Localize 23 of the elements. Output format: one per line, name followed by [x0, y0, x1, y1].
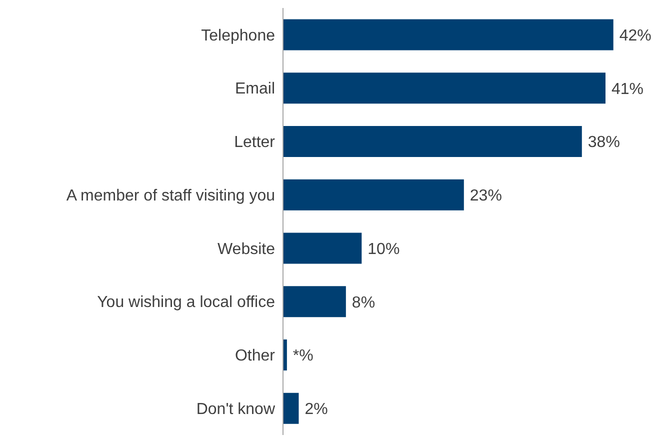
- bar: [283, 126, 582, 157]
- data-label: *%: [292, 348, 314, 365]
- y-tick-label: Website: [217, 240, 276, 258]
- bar: [283, 232, 362, 264]
- data-label: 38%: [588, 134, 620, 152]
- y-tick-label: Don't know: [196, 400, 276, 418]
- bar: [283, 19, 614, 50]
- y-tick-label: Letter: [234, 134, 276, 152]
- bar: [283, 179, 464, 210]
- bar: [283, 392, 299, 424]
- data-label: 2%: [304, 401, 328, 418]
- bar: [283, 72, 606, 104]
- y-tick-label: Other: [234, 348, 276, 365]
- y-tick-label: Email: [234, 80, 275, 98]
- data-label: 41%: [611, 80, 644, 98]
- y-tick-label: You wishing a local office: [97, 294, 276, 312]
- y-tick-label: Telephone: [201, 27, 276, 44]
- y-tick-label: A member of staff visiting you: [66, 187, 275, 204]
- data-label: 23%: [470, 188, 502, 205]
- data-label: 10%: [368, 240, 400, 258]
- bar: [283, 286, 346, 318]
- data-label: 42%: [619, 27, 652, 44]
- data-label: 8%: [352, 294, 376, 312]
